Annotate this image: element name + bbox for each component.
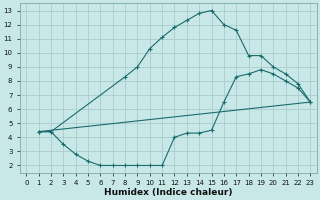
X-axis label: Humidex (Indice chaleur): Humidex (Indice chaleur) <box>104 188 233 197</box>
